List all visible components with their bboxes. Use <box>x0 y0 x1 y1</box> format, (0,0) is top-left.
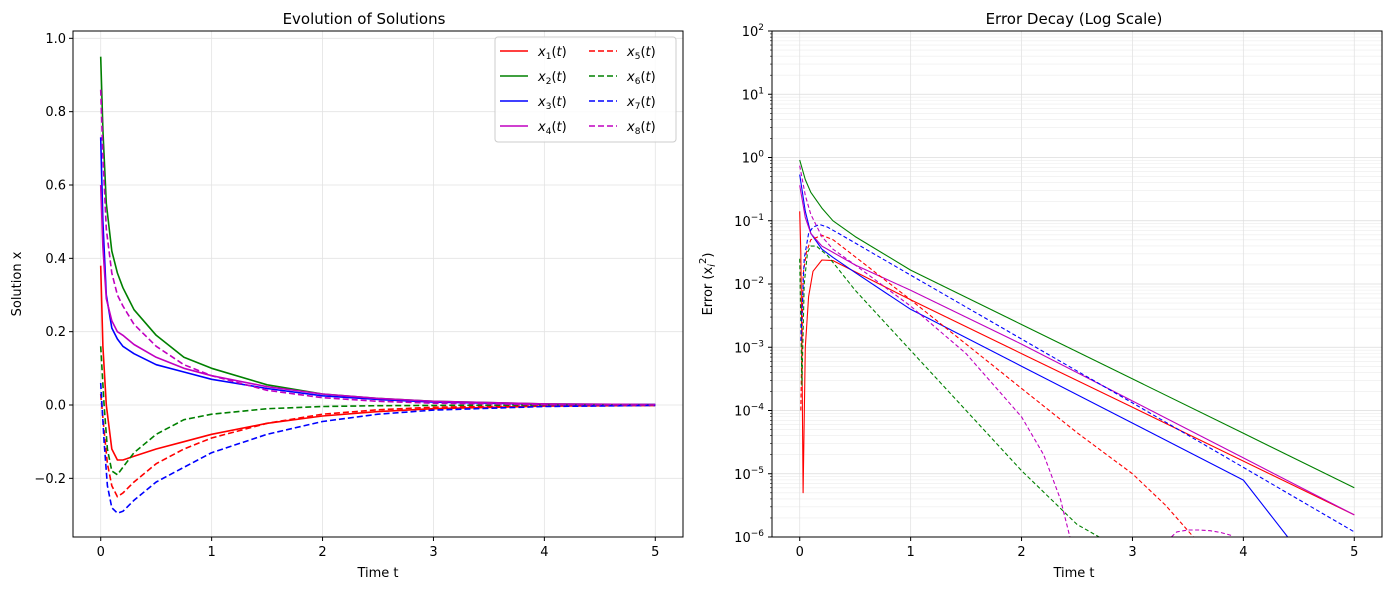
legend-label: x1(t) <box>537 45 567 62</box>
x-tick-label: 0 <box>97 545 105 560</box>
x-tick-label: 5 <box>651 545 659 560</box>
error-line-x3-error <box>799 174 1289 537</box>
y-tick-label: 10−2 <box>734 276 764 293</box>
y-axis-label: Error (xi2) <box>698 253 718 316</box>
series-line-x8t <box>99 89 656 406</box>
y-tick-label: 10−3 <box>734 339 764 356</box>
x-axis-label: Time t <box>356 566 398 581</box>
y-tick-label: −0.2 <box>34 472 66 487</box>
chart-title-error: Error Decay (Log Scale) <box>986 10 1163 28</box>
x-tick-label: 2 <box>1017 545 1025 560</box>
error-line-x5-error <box>800 234 1195 537</box>
y-tick-label: 0.4 <box>45 252 66 267</box>
error-line-x1-error <box>799 211 1355 516</box>
series-lines <box>99 56 656 514</box>
y-tick-label: 10−5 <box>734 466 764 483</box>
x-axis-label: Time t <box>1052 566 1094 581</box>
y-tick-label: 102 <box>742 23 764 40</box>
y-axis-label: Solution x <box>10 251 25 316</box>
x-tick-label: 1 <box>906 545 914 560</box>
y-tick-label: 100 <box>742 150 765 167</box>
y-tick-label: 10−1 <box>734 213 764 230</box>
y-axis-ticks: 10−6 10−5 10−4 10−3 10−2 10−1 100 101 102 <box>734 23 772 546</box>
x-axis-ticks: 0 1 2 3 4 5 <box>97 537 659 560</box>
legend-label: x5(t) <box>626 45 656 62</box>
error-line-x8-error <box>799 165 1071 537</box>
y-tick-label: 0.2 <box>45 325 66 340</box>
y-tick-label: 10−6 <box>734 529 764 546</box>
x-axis-ticks: 0 1 2 3 4 5 <box>796 537 1358 560</box>
y-tick-label: 0.8 <box>45 105 66 120</box>
legend-box <box>494 36 677 143</box>
x-tick-label: 5 <box>1350 545 1358 560</box>
solutions-chart: Evolution of Solutions 0 1 2 3 4 5 −0.2 0.0 0.2… <box>10 10 684 581</box>
series-line-x7t <box>99 382 656 514</box>
legend-label: x4(t) <box>537 120 567 137</box>
error-line-x2-error <box>799 159 1355 489</box>
grid <box>772 30 1382 538</box>
series-line-x5t <box>99 393 656 498</box>
error-line-x6-error <box>799 245 1101 537</box>
legend-label: x6(t) <box>626 70 656 87</box>
legend-label: x7(t) <box>626 95 656 112</box>
x-tick-label: 2 <box>318 545 326 560</box>
x-tick-label: 0 <box>796 545 804 560</box>
legend-label: x2(t) <box>537 70 567 87</box>
y-tick-label: 101 <box>742 86 764 103</box>
chart-title-solutions: Evolution of Solutions <box>283 10 446 28</box>
series-line-x3t <box>99 137 656 406</box>
x-tick-label: 3 <box>1128 545 1136 560</box>
legend: x1(t) x2(t) x3(t) x4(t) x5(t) x6(t) x7(t) x8(t) <box>494 36 677 143</box>
series-line-x6t <box>99 346 656 476</box>
legend-label: x8(t) <box>626 120 656 137</box>
x-tick-label: 4 <box>540 545 548 560</box>
y-tick-label: 10−4 <box>734 403 764 420</box>
error-line-x8-error-late-bump <box>1170 529 1233 537</box>
y-axis-ticks: −0.2 0.0 0.2 0.4 0.6 0.8 1.0 <box>34 32 73 487</box>
y-tick-label: 0.6 <box>45 179 66 194</box>
plot-frame <box>72 30 684 538</box>
y-tick-label: 1.0 <box>45 32 66 47</box>
x-tick-label: 4 <box>1239 545 1247 560</box>
x-tick-label: 3 <box>429 545 437 560</box>
x-tick-label: 1 <box>207 545 215 560</box>
series-lines <box>799 159 1355 537</box>
legend-label: x3(t) <box>537 95 567 112</box>
y-tick-label: 0.0 <box>45 399 66 414</box>
series-line-x4t <box>99 184 656 406</box>
series-line-x1t <box>99 265 656 461</box>
error-line-x7-error <box>800 223 1355 533</box>
